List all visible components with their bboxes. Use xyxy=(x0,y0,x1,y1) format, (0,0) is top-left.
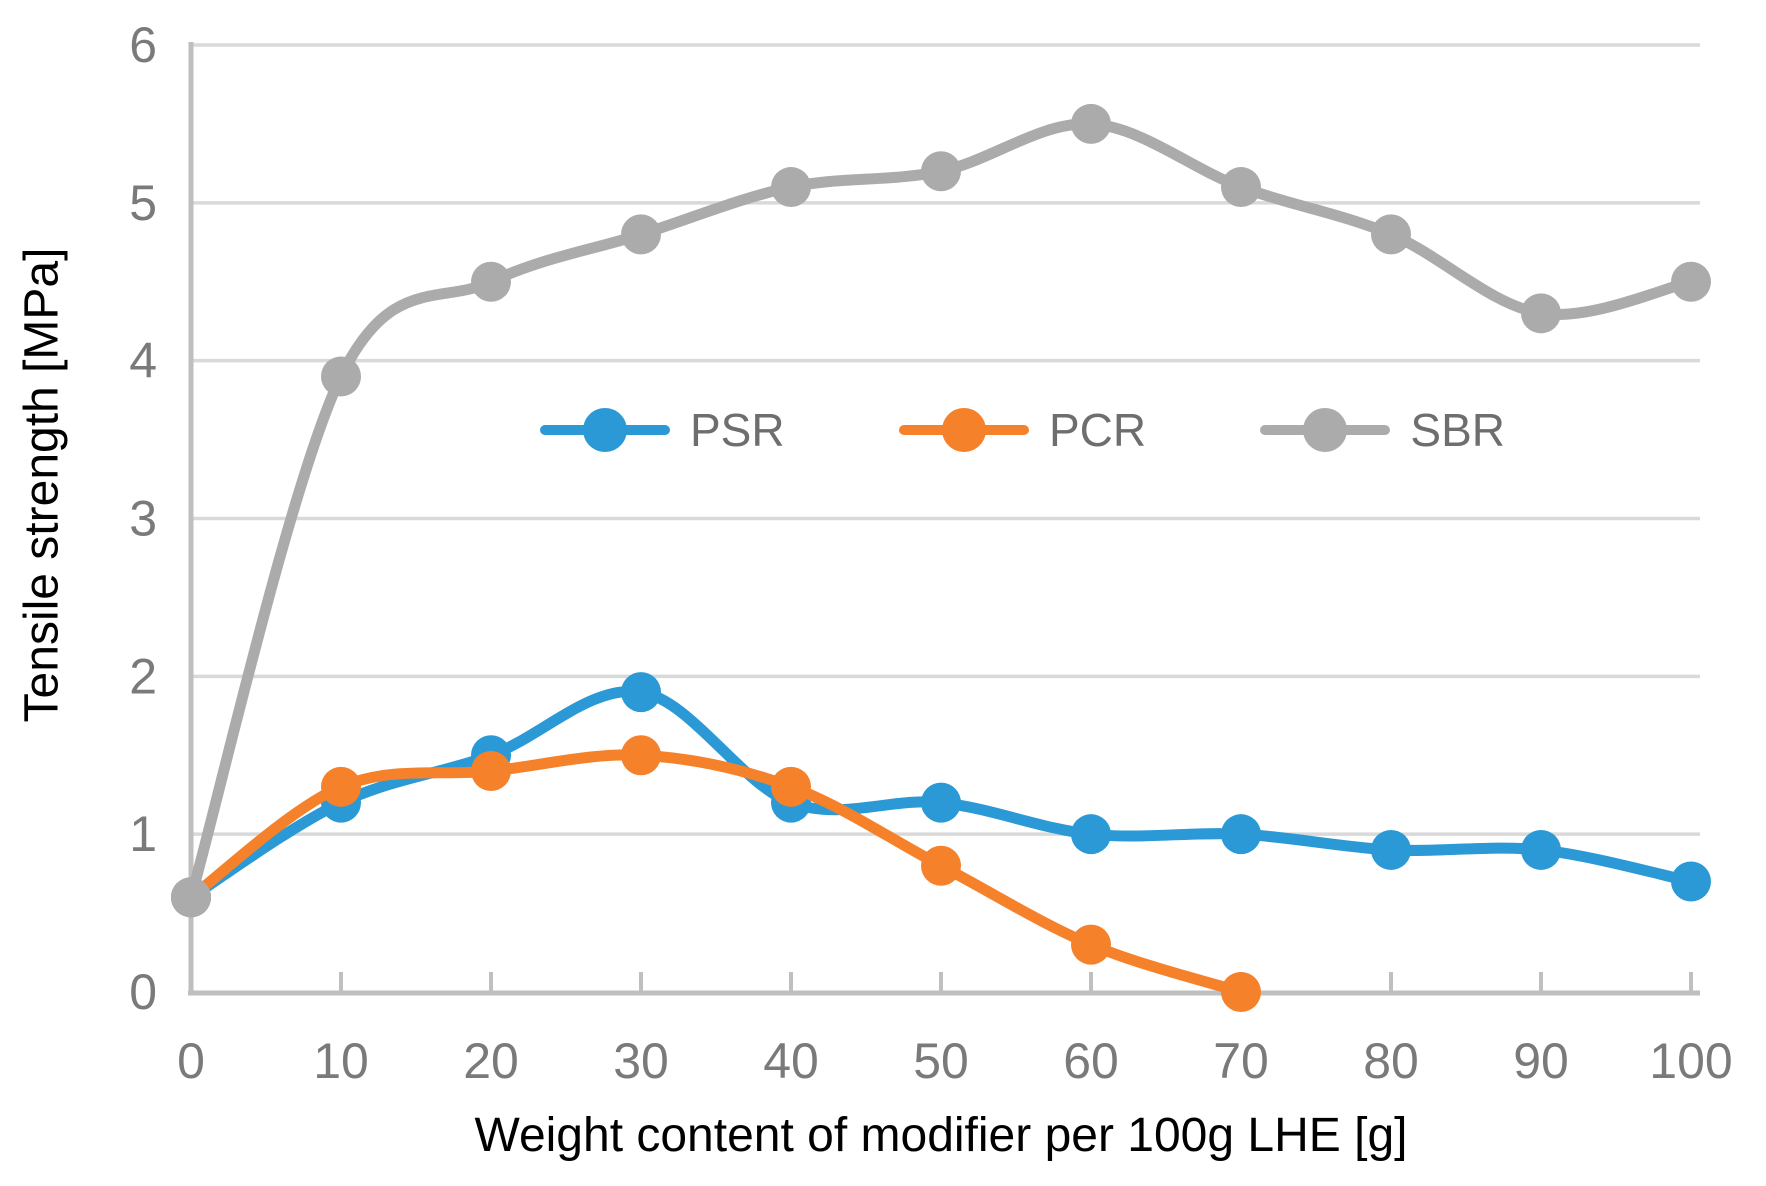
data-point-sbr-10 xyxy=(321,356,361,397)
x-tick-label: 80 xyxy=(1363,1033,1419,1089)
data-point-sbr-60 xyxy=(1071,103,1111,144)
legend-item-pcr: PCR xyxy=(898,403,1147,457)
data-point-sbr-40 xyxy=(771,167,811,208)
data-point-psr-90 xyxy=(1521,829,1561,870)
y-tick-label: 3 xyxy=(129,491,157,547)
data-point-pcr-10 xyxy=(321,766,361,807)
x-tick-label: 10 xyxy=(313,1033,369,1089)
data-point-pcr-70 xyxy=(1221,972,1261,1012)
x-tick-label: 60 xyxy=(1063,1033,1119,1089)
x-axis-title: Weight content of modifier per 100g LHE … xyxy=(474,1109,1408,1162)
data-point-psr-100 xyxy=(1671,861,1711,902)
data-point-psr-80 xyxy=(1371,829,1411,870)
legend-marker-pcr-icon xyxy=(898,408,1029,452)
legend-item-sbr: SBR xyxy=(1260,403,1505,457)
data-point-pcr-50 xyxy=(921,845,961,886)
legend-dot-icon xyxy=(583,408,627,452)
x-tick-label: 90 xyxy=(1513,1033,1569,1089)
data-point-pcr-20 xyxy=(471,751,511,792)
data-point-sbr-80 xyxy=(1371,214,1411,255)
x-tick-label: 40 xyxy=(763,1033,819,1089)
legend-label: SBR xyxy=(1410,404,1505,456)
legend-label: PCR xyxy=(1048,404,1147,456)
data-point-sbr-50 xyxy=(921,151,961,192)
legend-dot-icon xyxy=(941,408,986,452)
data-point-sbr-0 xyxy=(171,877,211,918)
x-tick-label: 50 xyxy=(913,1033,969,1089)
y-tick-label: 4 xyxy=(129,333,157,389)
data-point-psr-70 xyxy=(1221,814,1261,855)
y-tick-label: 0 xyxy=(129,964,157,1020)
data-point-sbr-30 xyxy=(621,214,661,255)
y-axis-title: Tensile strength [MPa] xyxy=(15,247,69,723)
data-point-psr-30 xyxy=(621,672,661,713)
data-point-psr-50 xyxy=(921,782,961,823)
x-tick-label: 30 xyxy=(613,1033,669,1089)
data-point-psr-60 xyxy=(1071,814,1111,855)
legend-marker-sbr-icon xyxy=(1260,408,1391,452)
x-tick-label: 0 xyxy=(177,1033,205,1089)
legend-marker-psr-icon xyxy=(540,408,670,452)
y-tick-label: 1 xyxy=(129,806,157,862)
data-point-sbr-70 xyxy=(1221,167,1261,208)
x-tick-label: 70 xyxy=(1213,1033,1269,1089)
legend-item-psr: PSR xyxy=(540,403,785,457)
data-point-sbr-90 xyxy=(1521,293,1561,334)
y-tick-label: 6 xyxy=(129,17,157,73)
legend: PSR PCR SBR xyxy=(540,400,1505,460)
data-point-pcr-60 xyxy=(1071,924,1111,965)
x-tick-label: 100 xyxy=(1649,1033,1732,1089)
data-point-sbr-20 xyxy=(471,261,511,302)
y-tick-label: 2 xyxy=(129,648,157,704)
y-tick-label: 5 xyxy=(129,175,157,231)
legend-dot-icon xyxy=(1303,408,1348,452)
legend-label: PSR xyxy=(690,404,785,456)
data-point-pcr-30 xyxy=(621,735,661,776)
data-point-pcr-40 xyxy=(771,766,811,807)
x-tick-label: 20 xyxy=(463,1033,519,1089)
data-point-sbr-100 xyxy=(1671,261,1711,302)
